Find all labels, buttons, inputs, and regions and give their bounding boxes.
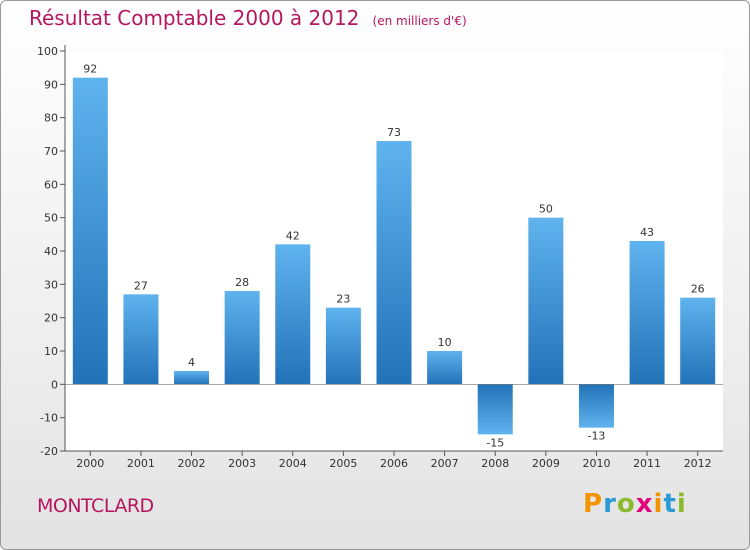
bar-2012 — [680, 297, 716, 385]
x-tick-label: 2002 — [178, 457, 206, 470]
y-tick-label: 30 — [44, 278, 58, 291]
x-tick-label: 2008 — [481, 457, 509, 470]
bar-2010 — [578, 384, 614, 428]
bar-2011 — [629, 241, 665, 385]
value-label: 10 — [438, 336, 452, 349]
y-tick-label: 100 — [37, 45, 58, 58]
x-tick-label: 2010 — [582, 457, 610, 470]
value-label: -15 — [486, 436, 504, 449]
y-tick-label: 20 — [44, 312, 58, 325]
x-tick-label: 2004 — [279, 457, 307, 470]
proxiti-logo: Proxiti — [583, 489, 687, 519]
x-tick-label: 2001 — [127, 457, 155, 470]
chart-title-block: Résultat Comptable 2000 à 2012 (en milli… — [29, 6, 467, 30]
bar-2003 — [224, 291, 260, 385]
value-label: 4 — [188, 356, 195, 369]
y-tick-label: 50 — [44, 212, 58, 225]
logo-letter: o — [616, 489, 636, 519]
x-tick-label: 2000 — [76, 457, 104, 470]
value-label: 50 — [539, 203, 553, 216]
value-label: 28 — [235, 276, 249, 289]
value-label: 43 — [640, 226, 654, 239]
logo-letter: i — [653, 489, 664, 519]
logo-letter: t — [663, 489, 677, 519]
x-tick-label: 2009 — [532, 457, 560, 470]
bar-chart: 1009080706050403020100-10-20922000272001… — [37, 45, 723, 470]
y-tick-label: -10 — [40, 412, 58, 425]
y-tick-label: 80 — [44, 112, 58, 125]
value-label: 26 — [691, 283, 705, 296]
y-tick-label: 0 — [51, 378, 58, 391]
y-tick-label: 40 — [44, 245, 58, 258]
value-label: -13 — [587, 430, 605, 443]
bar-2008 — [477, 384, 513, 435]
value-label: 42 — [286, 229, 300, 242]
logo-letter: P — [583, 489, 604, 519]
location-name: MONTCLARD — [37, 495, 154, 517]
x-tick-label: 2011 — [633, 457, 661, 470]
y-tick-label: 70 — [44, 145, 58, 158]
bar-2009 — [528, 217, 564, 385]
x-tick-label: 2006 — [380, 457, 408, 470]
value-label: 73 — [387, 126, 401, 139]
bar-2005 — [325, 307, 361, 385]
y-tick-label: 60 — [44, 178, 58, 191]
bar-2006 — [376, 141, 412, 385]
y-tick-label: -20 — [40, 445, 58, 458]
chart-title: Résultat Comptable 2000 à 2012 — [29, 6, 360, 30]
y-tick-label: 10 — [44, 345, 58, 358]
value-label: 92 — [83, 63, 97, 76]
chart-subtitle: (en milliers d'€) — [372, 14, 467, 28]
bar-2000 — [72, 77, 108, 385]
bar-2001 — [123, 294, 159, 385]
x-tick-label: 2005 — [329, 457, 357, 470]
bar-2002 — [174, 371, 210, 385]
logo-letter: x — [635, 489, 654, 519]
value-label: 23 — [336, 293, 350, 306]
y-tick-label: 90 — [44, 78, 58, 91]
bar-2007 — [427, 351, 463, 385]
value-label: 27 — [134, 279, 148, 292]
x-tick-label: 2012 — [684, 457, 712, 470]
x-tick-label: 2003 — [228, 457, 256, 470]
bar-2004 — [275, 244, 311, 385]
x-tick-label: 2007 — [431, 457, 459, 470]
logo-letter: i — [676, 489, 687, 519]
logo-letter: r — [603, 489, 617, 519]
